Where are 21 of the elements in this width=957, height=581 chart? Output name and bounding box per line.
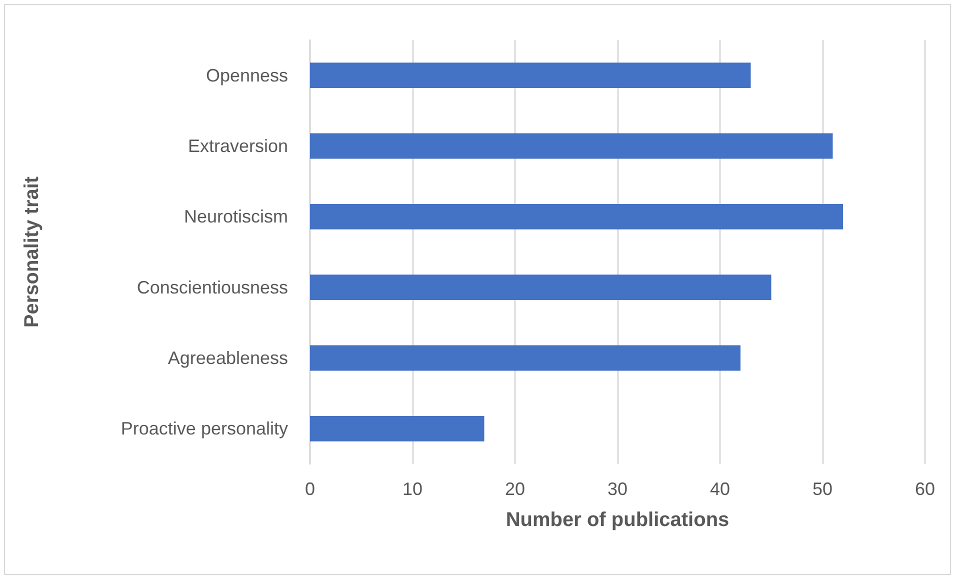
y-tick-label: Conscientiousness [136,277,288,298]
y-tick-label: Agreeableness [168,348,288,368]
x-tick-label: 50 [812,479,833,499]
x-tick-label: 40 [710,479,730,499]
y-tick-label: Proactive personality [120,418,288,439]
y-tick-label: Openness [206,65,288,86]
x-tick-label: 10 [402,479,423,499]
bar [310,133,833,159]
bar [310,62,751,88]
bar [310,416,484,442]
x-tick-label: 20 [504,479,526,499]
y-tick-label: Neurotiscism [184,206,288,227]
bar [310,274,772,300]
x-axis-title: Number of publications [506,509,730,531]
y-axis-title: Personality trait [21,176,43,328]
x-tick-label: 0 [304,479,316,499]
x-tick-label: 60 [914,479,936,499]
y-tick-label: Extraversion [188,136,288,156]
bar [310,204,843,230]
bar [310,345,740,371]
x-tick-label: 30 [607,479,628,499]
